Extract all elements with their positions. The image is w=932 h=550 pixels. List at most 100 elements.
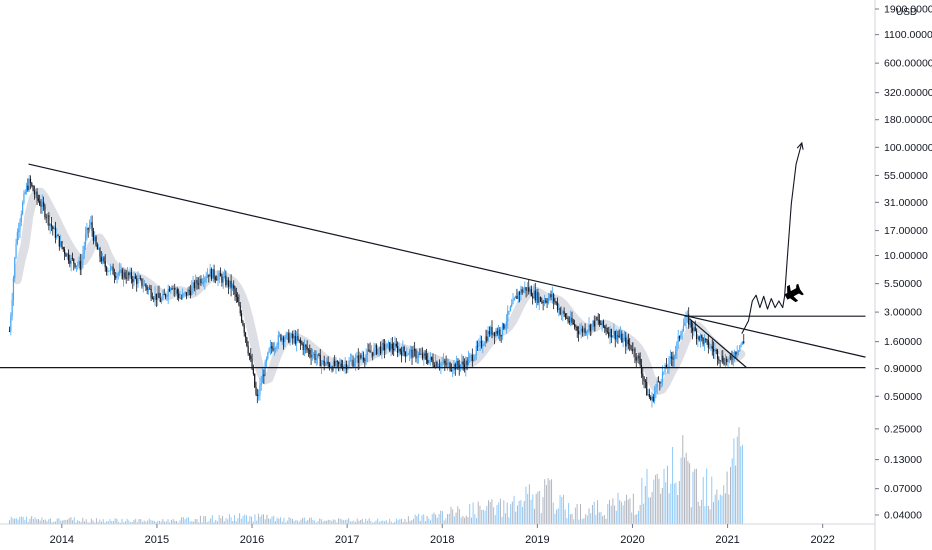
candle-body xyxy=(288,332,290,343)
candle-body xyxy=(285,333,287,339)
candle-body xyxy=(646,381,648,396)
candle-body xyxy=(90,222,92,225)
candle-body xyxy=(651,396,653,401)
candle-body xyxy=(685,316,687,323)
band-layer xyxy=(12,187,746,395)
candle-body xyxy=(265,358,268,362)
candle-body xyxy=(138,278,140,279)
candle-body xyxy=(640,365,643,374)
candle-body xyxy=(133,276,135,283)
candle-body xyxy=(723,362,725,365)
candle-body xyxy=(458,365,460,369)
candle-body xyxy=(709,347,711,349)
y-tick-label: 0.07000 xyxy=(884,483,922,495)
candle-body xyxy=(740,344,742,346)
candle-body xyxy=(8,331,11,332)
candle-body xyxy=(615,335,618,340)
candle-body xyxy=(79,260,81,270)
candle-body xyxy=(407,354,409,356)
candle-body xyxy=(65,253,67,257)
candle-body xyxy=(556,302,559,310)
y-tick-label: 1100.00000 xyxy=(884,29,932,41)
candle-body xyxy=(699,335,702,341)
candle-body xyxy=(378,346,380,349)
x-tick-label: 2018 xyxy=(430,534,454,546)
projection-layer[interactable] xyxy=(741,141,804,334)
candle-body xyxy=(448,362,450,364)
candle-body xyxy=(440,363,442,367)
candle-body xyxy=(175,289,177,291)
candle-body xyxy=(688,314,690,325)
candle-body xyxy=(568,321,570,323)
candle-body xyxy=(303,345,306,351)
candle-body xyxy=(324,364,327,367)
candle-body xyxy=(361,357,363,359)
trendline[interactable] xyxy=(28,163,866,358)
candle-body xyxy=(524,287,526,290)
candle-body xyxy=(366,349,369,355)
candle-body xyxy=(102,257,104,262)
candle-body xyxy=(505,321,508,326)
candle-body xyxy=(642,373,644,377)
candle-body xyxy=(591,323,593,332)
candle-body xyxy=(560,313,563,315)
candle-body xyxy=(247,345,249,354)
y-tick-label: 0.90000 xyxy=(884,363,922,375)
candle-body xyxy=(712,348,715,352)
trendline-layer[interactable] xyxy=(0,163,866,369)
candle-body xyxy=(389,342,391,351)
candle-body xyxy=(294,335,296,344)
candle-body xyxy=(196,279,198,284)
candle-body xyxy=(508,310,510,312)
candle-body xyxy=(705,339,707,341)
candle-body xyxy=(302,344,304,351)
candle-body xyxy=(609,328,611,337)
candle-body xyxy=(120,269,122,271)
candle-body xyxy=(385,347,387,351)
candle-body xyxy=(672,358,674,360)
candle-body xyxy=(202,282,205,283)
candle-body xyxy=(739,345,741,351)
candle-body xyxy=(702,337,704,345)
candle-body xyxy=(149,288,151,290)
candle-body xyxy=(95,236,97,246)
time-axis[interactable]: 2014 2015 2016 2017 2018 2019 2020 2021 2022 xyxy=(50,524,835,546)
candle-body xyxy=(614,331,616,340)
candle-body xyxy=(166,296,168,298)
candle-body xyxy=(48,215,50,226)
candle-body xyxy=(356,355,358,358)
trendline[interactable] xyxy=(689,318,747,369)
candle-body xyxy=(282,337,285,343)
candle-body xyxy=(600,323,602,325)
candle-body xyxy=(167,288,169,297)
candle-body xyxy=(727,359,729,363)
candle-body xyxy=(665,364,667,369)
candle-body xyxy=(242,321,244,326)
candle-body xyxy=(570,317,572,323)
candle-body xyxy=(352,360,354,367)
candle-body xyxy=(715,350,717,351)
candle-body xyxy=(391,343,393,349)
candle-body xyxy=(574,323,576,327)
candle-body xyxy=(124,272,126,278)
candle-body xyxy=(238,302,240,306)
candle-body xyxy=(57,235,59,237)
price-axis[interactable]: 1900.00000 1100.00000 600.00000 320.00000 18… xyxy=(875,3,932,521)
candle-body xyxy=(151,297,154,299)
candle-body xyxy=(695,330,698,340)
candle-body xyxy=(362,357,365,360)
candle-body xyxy=(147,288,150,291)
candle-body xyxy=(528,287,530,292)
y-tick-label: 10.00000 xyxy=(884,250,928,262)
candle-body xyxy=(416,357,418,359)
candle-body xyxy=(91,222,93,231)
candle-body xyxy=(435,361,437,368)
candle-body xyxy=(661,372,664,383)
candle-body xyxy=(237,296,239,303)
candle-body xyxy=(27,185,29,191)
candle-body xyxy=(318,354,320,356)
candle-body xyxy=(290,333,293,338)
candle-body xyxy=(597,319,599,321)
projection-line[interactable] xyxy=(741,142,803,334)
